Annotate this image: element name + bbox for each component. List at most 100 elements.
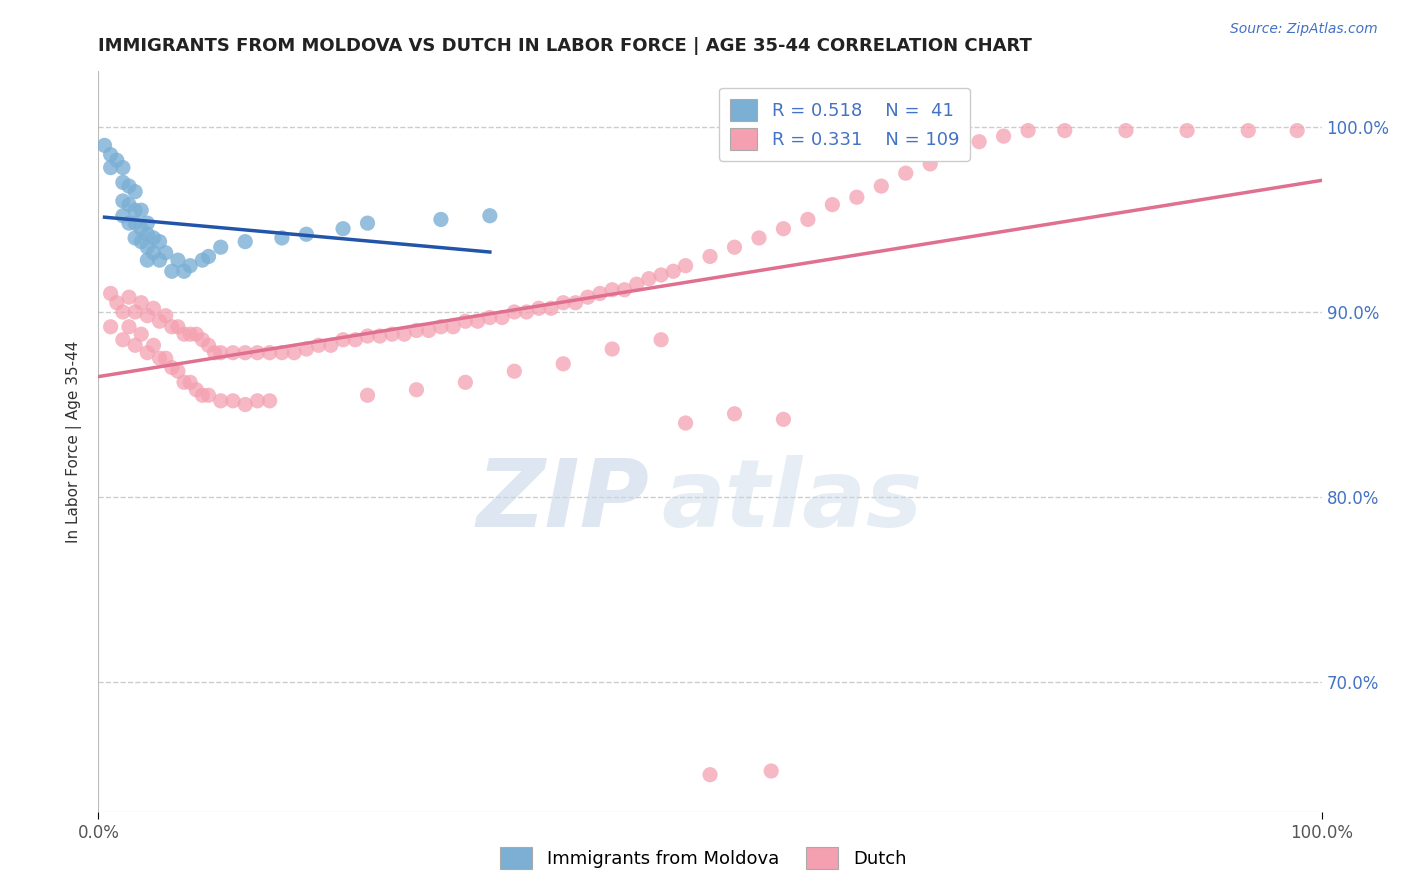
Point [197,388,219,402]
Point [332,333,354,347]
Point [136,253,159,268]
Point [142,301,165,316]
Point [167,319,190,334]
Point [748,231,770,245]
Point [723,407,745,421]
Point [179,376,201,390]
Point [186,383,208,397]
Point [344,333,367,347]
Point [129,327,152,342]
Point [430,319,453,334]
Point [1053,123,1076,137]
Point [356,216,378,230]
Point [699,249,721,263]
Point [160,264,183,278]
Point [772,412,794,426]
Point [167,253,190,268]
Point [295,342,318,356]
Point [142,245,165,260]
Point [270,231,294,245]
Point [441,319,464,334]
Point [118,319,141,334]
Y-axis label: In Labor Force | Age 35-44: In Labor Force | Age 35-44 [66,341,83,542]
Point [870,179,893,194]
Point [173,264,195,278]
Legend: Immigrants from Moldova, Dutch: Immigrants from Moldova, Dutch [491,838,915,879]
Point [650,268,672,282]
Point [179,259,201,273]
Point [191,253,214,268]
Point [503,364,526,378]
Point [105,295,128,310]
Point [637,271,661,285]
Point [283,345,305,359]
Point [118,216,141,230]
Point [191,333,214,347]
Point [723,240,745,254]
Point [209,240,232,254]
Point [129,203,152,218]
Point [308,338,330,352]
Point [233,397,256,411]
Point [111,194,134,208]
Point [149,235,172,249]
Point [454,314,477,328]
Point [160,319,183,334]
Point [167,364,190,378]
Point [589,286,612,301]
Text: atlas: atlas [661,455,922,547]
Point [111,333,134,347]
Point [1115,123,1137,137]
Point [613,283,636,297]
Point [772,221,794,235]
Point [124,216,146,230]
Point [93,138,115,153]
Point [1237,123,1260,137]
Point [1175,123,1198,137]
Point [100,286,122,301]
Point [136,345,159,359]
Point [129,221,152,235]
Text: ZIP: ZIP [477,455,648,547]
Point [418,323,440,337]
Point [332,221,354,235]
Point [920,157,942,171]
Point [1017,123,1039,137]
Point [124,203,146,218]
Point [233,235,256,249]
Point [1286,123,1309,137]
Point [179,327,201,342]
Point [368,329,391,343]
Point [478,209,501,223]
Point [155,351,177,366]
Point [675,259,697,273]
Point [111,175,134,190]
Point [100,147,122,161]
Point [100,161,122,175]
Point [319,338,342,352]
Point [209,345,232,359]
Point [821,197,844,211]
Point [129,295,152,310]
Point [186,327,208,342]
Point [136,309,159,323]
Point [118,197,141,211]
Point [515,305,537,319]
Point [797,212,820,227]
Point [650,333,672,347]
Point [142,338,165,352]
Point [191,388,214,402]
Point [576,290,599,304]
Point [553,295,575,310]
Point [173,327,195,342]
Text: IMMIGRANTS FROM MOLDOVA VS DUTCH IN LABOR FORCE | AGE 35-44 CORRELATION CHART: IMMIGRANTS FROM MOLDOVA VS DUTCH IN LABO… [98,37,1032,54]
Point [204,345,226,359]
Point [246,393,269,408]
Point [124,305,146,319]
Point [845,190,868,204]
Point [259,393,281,408]
Point [943,142,966,156]
Point [136,216,159,230]
Point [105,153,128,168]
Point [405,383,427,397]
